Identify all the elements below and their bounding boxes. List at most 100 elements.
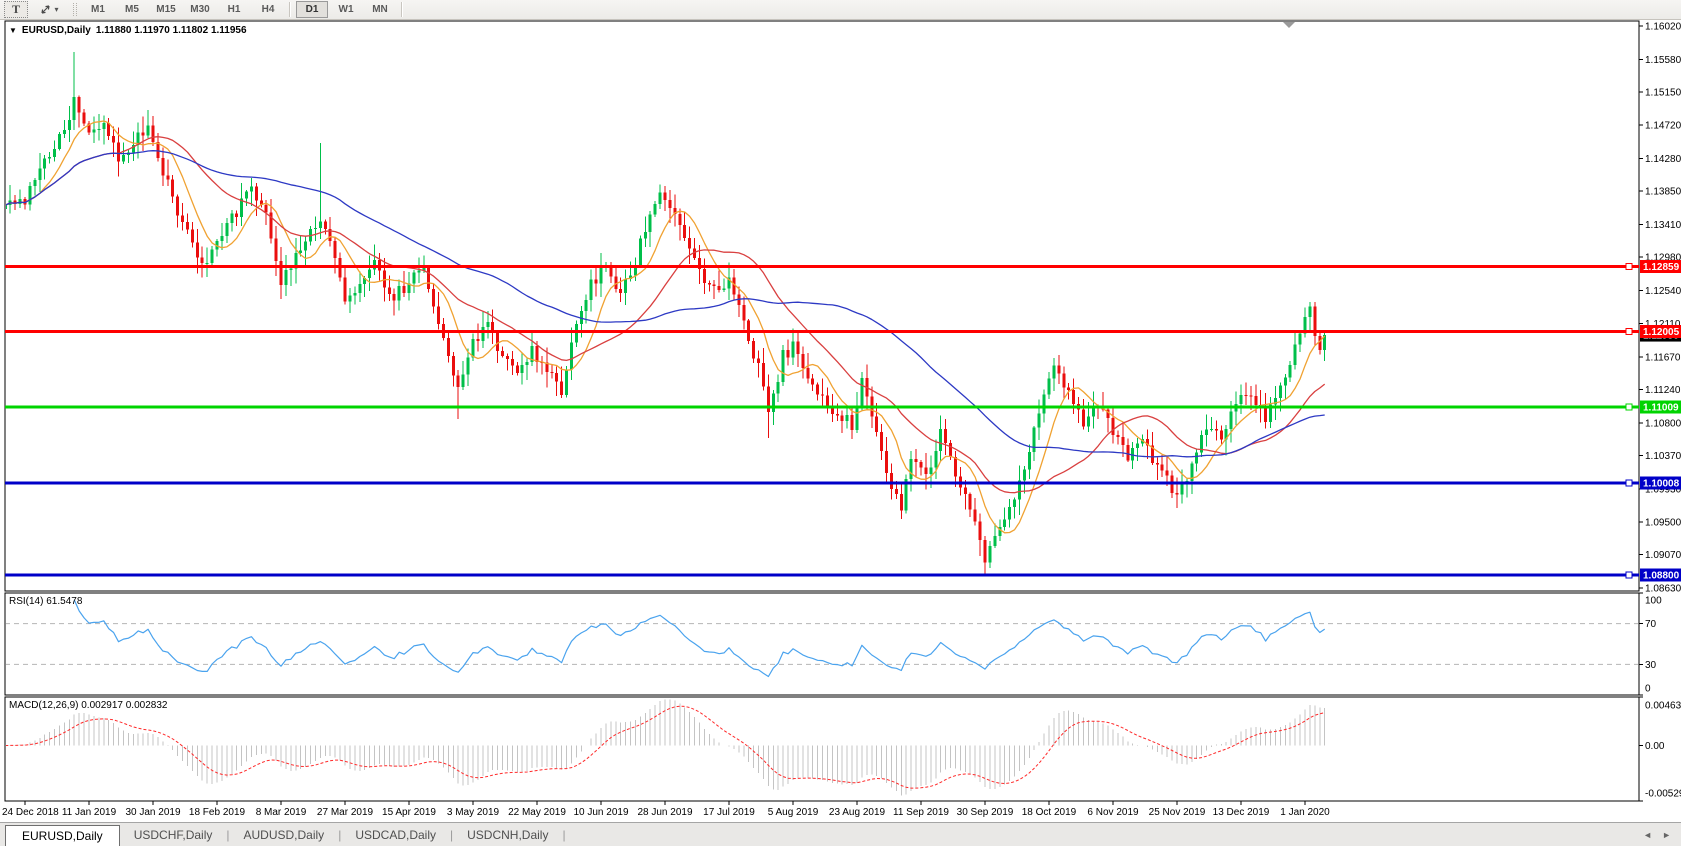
price-axis[interactable]: 1.16020 1.15580 1.15150 1.14720 1.14280 1.138… — [1639, 22, 1681, 595]
candle-body — [1180, 483, 1184, 495]
rsi-panel-frame — [4, 592, 1640, 696]
timeframe-m1[interactable]: M1 — [91, 4, 105, 15]
price-tick-label: 1.11670 — [1645, 352, 1681, 363]
candle-body — [535, 346, 539, 363]
price-tick-label: 1.12110 — [1645, 319, 1681, 330]
tab-usdchf-daily[interactable]: USDCHF,Daily — [133, 828, 213, 842]
candle-body — [205, 262, 209, 264]
price-tick-label: 1.16020 — [1645, 22, 1681, 33]
candle-body — [614, 276, 618, 289]
time-tick-label: 22 May 2019 — [508, 807, 566, 818]
candle-body — [323, 221, 327, 230]
candle-body — [619, 288, 623, 293]
hline-price-text: 1.08800 — [1643, 571, 1680, 582]
candle-body — [240, 198, 244, 217]
timeframe-w1[interactable]: W1 — [338, 4, 354, 15]
candle-body — [1155, 463, 1159, 465]
candle-body — [963, 487, 967, 494]
tab-usdcad-daily[interactable]: USDCAD,Daily — [355, 828, 436, 842]
tab-audusd-daily[interactable]: AUDUSD,Daily — [243, 828, 325, 842]
horizontal-lines-layer[interactable]: 1.12859 1.12005 1.11009 1.10008 1.08800 — [5, 259, 1681, 582]
candle-body — [176, 196, 180, 216]
candle-body — [146, 125, 150, 136]
candle-body — [397, 286, 401, 301]
scroll-right-icon[interactable]: ► — [1662, 830, 1671, 840]
candle-body — [1106, 409, 1110, 418]
candle-body — [333, 240, 337, 259]
tab-eurusd-daily[interactable]: EURUSD,Daily — [5, 825, 120, 846]
candle-body — [742, 304, 746, 321]
candle-body — [1081, 409, 1085, 427]
candle-body — [1200, 434, 1204, 453]
candle-body — [766, 386, 770, 412]
rsi-axis[interactable]: 100 70 30 0 — [1639, 592, 1662, 696]
timeframe-mn[interactable]: MN — [372, 4, 388, 15]
candles-layer — [6, 51, 1327, 576]
time-tick-label: 17 Jul 2019 — [703, 807, 755, 818]
timeframe-h4[interactable]: H4 — [261, 4, 275, 15]
text-tool-button[interactable]: T — [4, 1, 28, 18]
candle-body — [28, 185, 32, 205]
candle-body — [72, 97, 76, 120]
candle-body — [638, 238, 642, 266]
rsi-tick-label: 100 — [1645, 596, 1662, 607]
candle-body — [456, 375, 460, 387]
cursor-tool-button[interactable]: ▾ — [30, 1, 68, 18]
candle-body — [1283, 377, 1287, 386]
candle-body — [998, 527, 1002, 536]
candle-body — [299, 250, 303, 254]
tabs-host: EURUSD,Daily USDCHF,Daily | AUDUSD,Daily | US… — [0, 824, 566, 846]
candle-body — [919, 461, 923, 468]
candle-body — [491, 322, 495, 334]
candle-body — [1214, 428, 1218, 431]
candle-body — [97, 129, 101, 131]
candle-body — [1239, 395, 1243, 404]
timeframe-m30[interactable]: M30 — [190, 4, 210, 15]
candle-body — [392, 293, 396, 301]
timeframe-m15[interactable]: M15 — [156, 4, 176, 15]
candle-body — [791, 341, 795, 358]
candle-body — [82, 112, 86, 124]
candle-body — [62, 130, 66, 135]
scroll-left-icon[interactable]: ◄ — [1643, 830, 1653, 840]
triangle-collapse-icon[interactable]: ▼ — [9, 25, 17, 35]
candle-body — [845, 415, 849, 422]
candle-body — [801, 354, 805, 368]
chart-symbol: EURUSD,Daily — [21, 25, 91, 36]
rsi-indicator-label: RSI(14) 61.5478 — [9, 596, 83, 607]
candle-body — [161, 157, 165, 176]
hline-handle — [1625, 479, 1633, 487]
time-tick-label: 3 May 2019 — [447, 807, 500, 818]
price-tick-label: 1.09500 — [1645, 517, 1681, 528]
candle-body — [131, 145, 135, 153]
candle-body — [771, 393, 775, 412]
hline-price-text: 1.12859 — [1643, 262, 1680, 273]
candle-body — [294, 253, 298, 269]
timeframe-d1[interactable]: D1 — [296, 1, 328, 18]
hline-handle — [1625, 571, 1633, 579]
candle-body — [944, 428, 948, 443]
candle-body — [1131, 447, 1135, 461]
candle-body — [1323, 335, 1327, 350]
candle-body — [1057, 365, 1061, 374]
candle-body — [683, 224, 687, 239]
candle-body — [688, 238, 692, 249]
timeframe-m5[interactable]: M5 — [125, 4, 139, 15]
candle-body — [860, 377, 864, 408]
candle-body — [924, 467, 928, 474]
candle-body — [48, 156, 52, 159]
candle-body — [451, 355, 455, 376]
candle-body — [520, 365, 524, 373]
time-axis[interactable]: 24 Dec 2018 11 Jan 2019 30 Jan 2019 18 Feb … — [2, 801, 1330, 818]
candle-body — [77, 97, 81, 113]
macd-axis[interactable]: 0.00463 0.00 -0.00529 — [1639, 696, 1681, 802]
candle-body — [1229, 411, 1233, 429]
price-tick-label: 1.12980 — [1645, 253, 1681, 264]
candle-body — [1278, 385, 1282, 398]
price-tick-label: 1.13410 — [1645, 220, 1681, 231]
candle-body — [136, 132, 140, 146]
candle-body — [594, 279, 598, 284]
candle-body — [505, 355, 509, 359]
timeframe-h1[interactable]: H1 — [227, 4, 241, 15]
tab-usdcnh-daily[interactable]: USDCNH,Daily — [467, 828, 549, 842]
